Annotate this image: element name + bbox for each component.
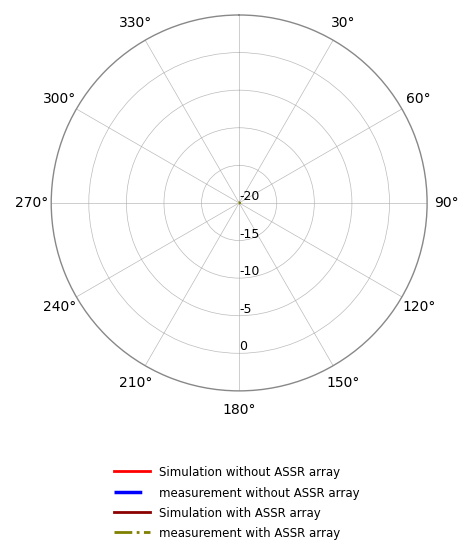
- Legend: Simulation without ASSR array, measurement without ASSR array, Simulation with A: Simulation without ASSR array, measureme…: [109, 461, 365, 544]
